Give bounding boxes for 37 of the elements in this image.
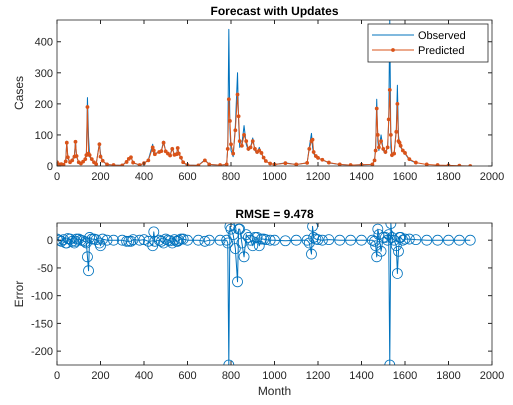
x-tick-label: 200 <box>91 370 110 382</box>
x-tick-label: 1000 <box>262 370 287 382</box>
x-tick-label: 1200 <box>306 370 330 382</box>
x-tick-label: 1800 <box>436 370 461 382</box>
y-tick-label: 200 <box>34 98 53 111</box>
x-tick-label: 600 <box>178 370 197 382</box>
x-tick-label: 2000 <box>480 171 504 183</box>
x-tick-label: 400 <box>134 370 154 382</box>
legend-label: Predicted <box>418 45 464 57</box>
x-tick-label: 400 <box>134 171 154 183</box>
y-axis-title: Error <box>12 280 26 308</box>
x-tick-label: 2000 <box>480 370 504 382</box>
y-tick-label: -200 <box>30 346 53 358</box>
y-tick-label: 100 <box>34 130 53 142</box>
x-tick-label: 600 <box>178 171 197 183</box>
y-tick-label: 300 <box>34 68 53 80</box>
x-tick-label: 1600 <box>392 370 418 382</box>
y-tick-label: -150 <box>30 318 53 330</box>
x-tick-label: 800 <box>222 370 240 382</box>
y-tick-label: -50 <box>37 262 53 275</box>
y-tick-label: 0 <box>46 235 53 248</box>
chart-title: RMSE = 9.478 <box>235 207 314 221</box>
x-tick-label: 1600 <box>392 171 418 183</box>
x-tick-label: 1400 <box>349 171 374 183</box>
x-tick-label: 200 <box>91 171 110 183</box>
x-tick-label: 1200 <box>306 171 330 183</box>
x-tick-label: 1400 <box>349 370 374 382</box>
x-tick-label: 1800 <box>436 171 461 183</box>
chart-title: Forecast with Updates <box>210 4 339 18</box>
legend-label: Observed <box>418 30 466 42</box>
y-axis-title: Cases <box>12 76 26 110</box>
y-tick-label: -100 <box>30 290 53 303</box>
x-axis-title: Month <box>258 384 292 398</box>
x-tick-label: 1000 <box>262 171 287 183</box>
y-tick-label: 400 <box>34 36 53 49</box>
x-tick-label: 800 <box>222 171 240 183</box>
y-tick-label: 0 <box>46 161 53 173</box>
